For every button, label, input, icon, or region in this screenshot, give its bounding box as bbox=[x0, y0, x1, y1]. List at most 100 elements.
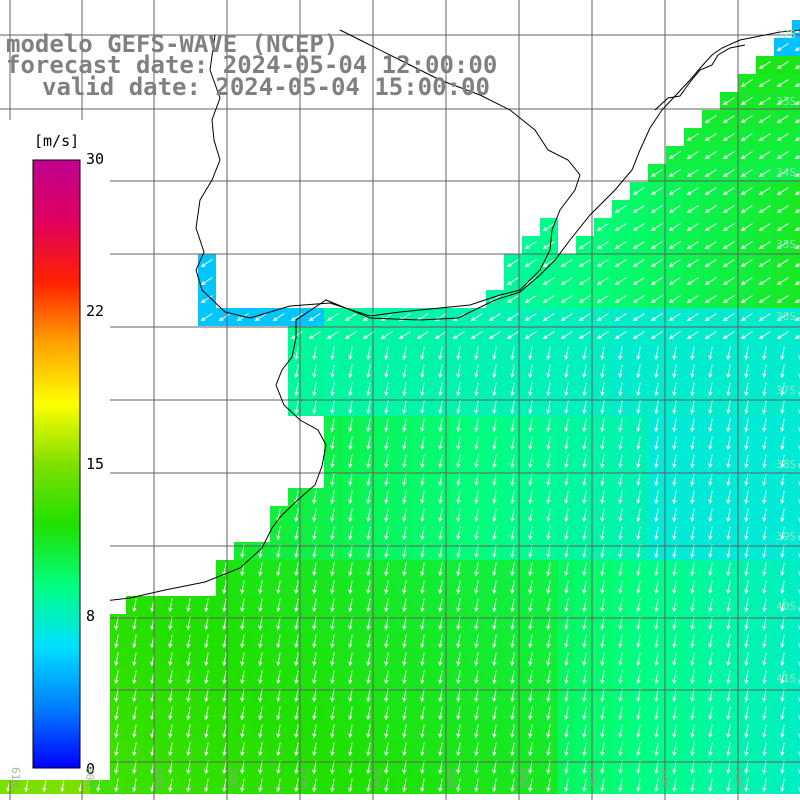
wind-arrow bbox=[780, 742, 785, 757]
wind-arrow bbox=[708, 346, 713, 361]
wind-arrow bbox=[780, 382, 785, 397]
wind-arrow bbox=[24, 778, 29, 793]
wind-arrow bbox=[294, 364, 299, 379]
wind-arrow bbox=[726, 760, 731, 775]
wind-arrow bbox=[690, 508, 695, 523]
wind-arrow bbox=[758, 187, 771, 196]
wind-arrow bbox=[384, 400, 389, 415]
wind-arrow bbox=[636, 742, 641, 757]
wind-arrow bbox=[668, 151, 681, 160]
wind-arrow bbox=[672, 778, 677, 793]
wind-arrow bbox=[776, 223, 789, 232]
wind-arrow bbox=[762, 670, 767, 685]
wind-arrow bbox=[492, 580, 497, 595]
wind-arrow bbox=[402, 688, 407, 703]
wind-arrow bbox=[438, 616, 443, 631]
wind-arrow bbox=[330, 562, 335, 577]
wind-arrow bbox=[546, 418, 551, 433]
wind-arrow bbox=[312, 724, 317, 739]
wind-arrow bbox=[722, 313, 735, 322]
wind-arrow bbox=[384, 706, 389, 721]
wind-arrow bbox=[492, 562, 497, 577]
wind-arrow bbox=[456, 688, 461, 703]
wind-arrow bbox=[686, 133, 699, 142]
wind-arrow bbox=[348, 526, 353, 541]
wind-arrow bbox=[600, 346, 605, 361]
wind-arrow bbox=[330, 688, 335, 703]
wind-arrow bbox=[168, 778, 173, 793]
wind-arrow bbox=[258, 616, 263, 631]
wind-arrow bbox=[528, 418, 533, 433]
wind-arrow bbox=[546, 562, 551, 577]
wind-arrow bbox=[348, 490, 353, 505]
wind-arrow bbox=[600, 526, 605, 541]
wind-speed-cell bbox=[792, 560, 800, 578]
wind-arrow bbox=[308, 313, 321, 322]
wind-arrow bbox=[654, 526, 659, 541]
wind-arrow bbox=[726, 742, 731, 757]
wind-arrow bbox=[384, 364, 389, 379]
wind-arrow bbox=[758, 331, 771, 340]
wind-arrow bbox=[618, 616, 623, 631]
wind-arrow bbox=[330, 544, 335, 559]
wind-arrow bbox=[762, 562, 767, 577]
wind-arrow bbox=[258, 634, 263, 649]
wind-arrow bbox=[186, 652, 191, 667]
wind-arrow bbox=[542, 295, 555, 304]
wind-arrow bbox=[294, 670, 299, 685]
wind-arrow bbox=[582, 364, 587, 379]
wind-arrow bbox=[546, 598, 551, 613]
wind-arrow bbox=[114, 670, 119, 685]
wind-arrow bbox=[312, 490, 317, 505]
wind-arrow bbox=[578, 277, 591, 286]
wind-arrow bbox=[776, 313, 789, 322]
wind-arrow bbox=[776, 79, 789, 88]
wind-arrow bbox=[708, 670, 713, 685]
wind-arrow bbox=[528, 688, 533, 703]
wind-arrow bbox=[726, 508, 731, 523]
wind-arrow bbox=[384, 598, 389, 613]
wind-arrow bbox=[240, 706, 245, 721]
wind-arrow bbox=[560, 295, 573, 304]
wind-arrow bbox=[708, 634, 713, 649]
wind-arrow bbox=[240, 670, 245, 685]
wind-arrow bbox=[582, 580, 587, 595]
wind-arrow bbox=[564, 400, 569, 415]
wind-arrow bbox=[326, 331, 339, 340]
wind-arrow bbox=[546, 634, 551, 649]
wind-arrow bbox=[384, 418, 389, 433]
wind-arrow bbox=[654, 454, 659, 469]
wind-arrow bbox=[366, 688, 371, 703]
wind-arrow bbox=[276, 598, 281, 613]
wind-arrow bbox=[618, 598, 623, 613]
wind-arrow bbox=[384, 670, 389, 685]
wind-arrow bbox=[564, 706, 569, 721]
wind-arrow bbox=[222, 580, 227, 595]
wind-arrow bbox=[668, 295, 681, 304]
wind-arrow bbox=[528, 526, 533, 541]
wind-arrow bbox=[312, 382, 317, 397]
wind-arrow bbox=[744, 706, 749, 721]
wind-arrow bbox=[722, 115, 735, 124]
wind-arrow bbox=[564, 472, 569, 487]
lat-label: 37S bbox=[776, 384, 796, 397]
wind-speed-cell bbox=[792, 686, 800, 704]
wind-arrow bbox=[600, 544, 605, 559]
wind-speed-cell bbox=[792, 758, 800, 776]
wind-arrow bbox=[438, 580, 443, 595]
wind-arrow bbox=[582, 616, 587, 631]
wind-arrow bbox=[636, 472, 641, 487]
wind-arrow bbox=[204, 616, 209, 631]
colorbar-tick-22: 22 bbox=[86, 302, 105, 320]
wind-arrow bbox=[366, 706, 371, 721]
wind-arrow bbox=[168, 634, 173, 649]
wind-arrow bbox=[744, 346, 749, 361]
wind-arrow bbox=[276, 688, 281, 703]
wind-arrow bbox=[618, 652, 623, 667]
wind-arrow bbox=[600, 760, 605, 775]
wind-arrow bbox=[740, 241, 753, 250]
wind-arrow bbox=[546, 652, 551, 667]
wind-speed-cell bbox=[792, 650, 800, 668]
wind-speed-cell bbox=[792, 146, 800, 164]
wind-arrow bbox=[762, 634, 767, 649]
